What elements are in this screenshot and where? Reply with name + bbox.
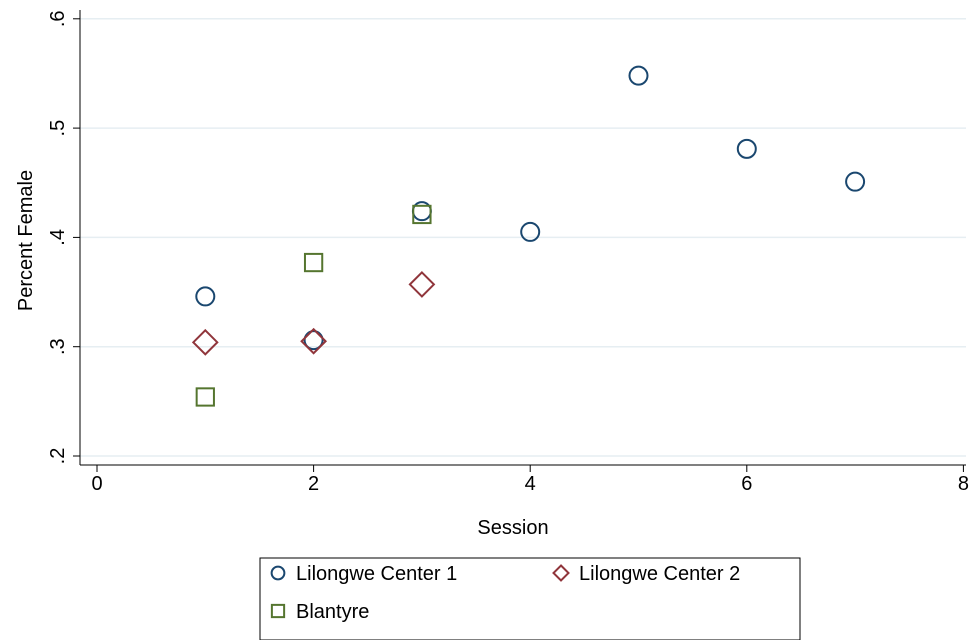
x-tick-label: 2 [308,473,319,495]
x-tick-label: 8 [958,473,969,495]
data-point-square [195,387,215,407]
y-axis-ticks: .2 .3 .4 .5 .6 [47,10,80,464]
data-points [191,65,866,407]
x-tick-label: 4 [525,473,536,495]
legend-label: Blantyre [296,601,369,623]
legend-marker-diamond [552,564,570,582]
y-tick-label: .3 [47,338,69,355]
x-tick-label: 0 [91,473,102,495]
data-point-circle [520,221,541,242]
data-point-diamond [191,328,219,356]
data-point-circle [736,138,757,159]
data-point-circle [195,286,216,307]
y-axis-label: Percent Female [15,170,37,311]
data-point-square [303,252,324,273]
legend-marker-circle [270,565,286,581]
data-point-circle [845,171,866,192]
y-tick-label: .2 [47,448,69,465]
data-point-diamond [300,327,328,355]
y-tick-label: .5 [47,120,69,137]
legend: Lilongwe Center 1 Lilongwe Center 2 Blanty… [259,557,801,640]
x-tick-label: 6 [741,473,752,495]
y-tick-label: .6 [47,10,69,27]
y-tick-label: .4 [47,229,69,246]
legend-label: Lilongwe Center 2 [579,563,740,585]
data-point-circle [628,65,649,86]
data-point-diamond [408,270,436,298]
legend-marker-square [270,603,286,619]
data-point-square [412,204,432,225]
x-axis-ticks: 0 2 4 6 8 [91,465,969,495]
data-point-circle [303,330,324,351]
legend-box [259,557,801,640]
x-axis-label: Session [477,517,548,539]
legend-label: Lilongwe Center 1 [296,563,457,585]
